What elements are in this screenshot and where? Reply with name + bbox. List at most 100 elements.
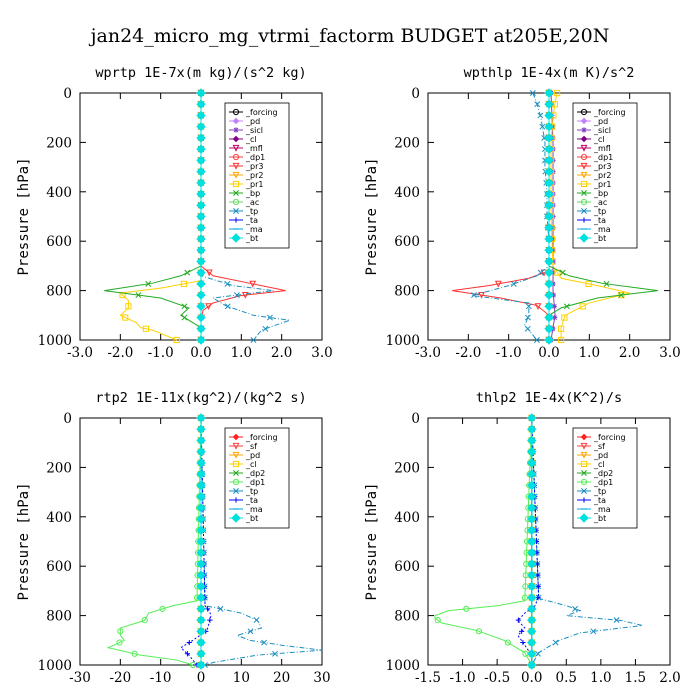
legend-label: _dp1 <box>593 153 613 162</box>
series-bp <box>104 90 204 343</box>
series-line <box>550 92 630 340</box>
data-point <box>196 660 206 670</box>
data-point <box>196 189 206 199</box>
y-tick-label: 800 <box>394 284 420 300</box>
legend-marker <box>580 117 588 125</box>
legend-label: _dp1 <box>245 478 265 487</box>
legend-label: _sicl <box>593 126 611 135</box>
data-point <box>261 639 268 646</box>
series-line <box>434 417 533 666</box>
series-bt <box>544 88 554 345</box>
data-point <box>527 458 537 468</box>
data-point <box>196 256 206 267</box>
panel-title: rtp2 1E-11x(kg^2)/(kg^2 s) <box>95 390 306 406</box>
data-point <box>145 280 152 287</box>
series-line <box>472 92 550 341</box>
y-tick-label: 400 <box>394 185 420 201</box>
y-tick-label: 600 <box>394 559 420 575</box>
data-point <box>196 413 206 423</box>
panel-3: rtp2 1E-11x(kg^2)/(kg^2 s) Pressure [hPa]… <box>16 390 331 686</box>
legend-marker <box>581 190 587 196</box>
legend-marker <box>232 442 240 450</box>
data-point <box>196 166 206 177</box>
data-point <box>475 628 483 635</box>
data-point <box>196 312 206 323</box>
series-line <box>106 417 202 666</box>
data-point <box>559 269 566 276</box>
legend-marker <box>581 217 587 223</box>
legend-label: _cl <box>593 135 605 144</box>
y-tick-label: 0 <box>411 411 420 427</box>
data-point <box>205 303 212 311</box>
legend-label: _pr3 <box>593 162 611 171</box>
x-tick-label: 1.0 <box>231 345 252 361</box>
x-tick-label: 2.0 <box>271 345 292 361</box>
x-tick-label: 10 <box>233 670 250 686</box>
data-point <box>544 211 554 222</box>
data-point <box>534 303 542 311</box>
legend-label: _bp <box>245 189 260 198</box>
data-point <box>434 616 441 624</box>
data-point <box>510 280 517 287</box>
legend-label: _sf <box>245 442 257 451</box>
y-tick-label: 1000 <box>38 658 72 674</box>
legend-marker <box>581 470 587 476</box>
legend-box <box>224 427 290 529</box>
legend-marker <box>580 171 588 179</box>
data-point <box>196 335 206 345</box>
data-point <box>544 166 554 177</box>
data-point <box>552 639 559 646</box>
data-point <box>233 292 240 299</box>
y-tick-label: 1000 <box>38 333 72 349</box>
data-point <box>544 335 554 345</box>
data-point <box>249 280 257 288</box>
legend-marker <box>580 451 588 459</box>
y-tick-label: 200 <box>46 460 72 476</box>
x-tick-label: -0.5 <box>484 670 510 686</box>
legend-label: _bp <box>593 189 608 198</box>
legend-marker <box>232 460 240 468</box>
series-line <box>119 93 202 341</box>
series-bt <box>527 413 537 670</box>
data-point <box>544 200 554 210</box>
y-tick-label: 600 <box>46 559 72 575</box>
legend-marker <box>232 433 240 441</box>
data-point <box>196 155 206 166</box>
data-point <box>205 269 213 277</box>
y-axis-label: Pressure [hPa] <box>364 482 380 600</box>
legend-marker <box>232 180 240 188</box>
data-point <box>478 291 485 299</box>
y-tick-label: 800 <box>46 284 72 300</box>
data-point <box>579 303 586 310</box>
y-tick-label: 400 <box>46 510 72 526</box>
y-tick-label: 800 <box>394 609 420 625</box>
data-point <box>196 514 206 524</box>
legend: _forcing_sf_pd_cl_dp2_dp1_tp_ta_ma_bt <box>572 427 638 529</box>
x-tick-label: 2.0 <box>619 345 640 361</box>
legend-label: _cl <box>245 135 257 144</box>
data-point <box>196 458 206 468</box>
data-point <box>196 223 206 233</box>
legend-marker <box>579 513 589 523</box>
data-point <box>590 628 597 635</box>
x-tick-label: 30 <box>313 670 330 686</box>
data-point <box>544 189 554 199</box>
legend-label: _forcing <box>593 108 626 117</box>
legend-marker <box>581 127 587 133</box>
x-tick-label: 3.0 <box>311 345 332 361</box>
data-point <box>196 144 206 154</box>
legend-label: _pr3 <box>245 162 263 171</box>
data-point <box>196 503 206 513</box>
legend-marker <box>233 208 239 214</box>
data-point <box>520 639 526 646</box>
legend-label: _mfl <box>593 144 611 153</box>
legend-label: _tp <box>593 207 606 216</box>
data-point <box>527 548 537 558</box>
panel-title: wprtp 1E-7x(m kg)/(s^2 kg) <box>95 65 306 81</box>
legend-marker <box>232 198 240 206</box>
legend-label: _cl <box>245 460 257 469</box>
data-point <box>471 292 477 299</box>
data-point <box>544 88 554 98</box>
data-point <box>186 639 192 646</box>
data-point <box>250 337 257 343</box>
